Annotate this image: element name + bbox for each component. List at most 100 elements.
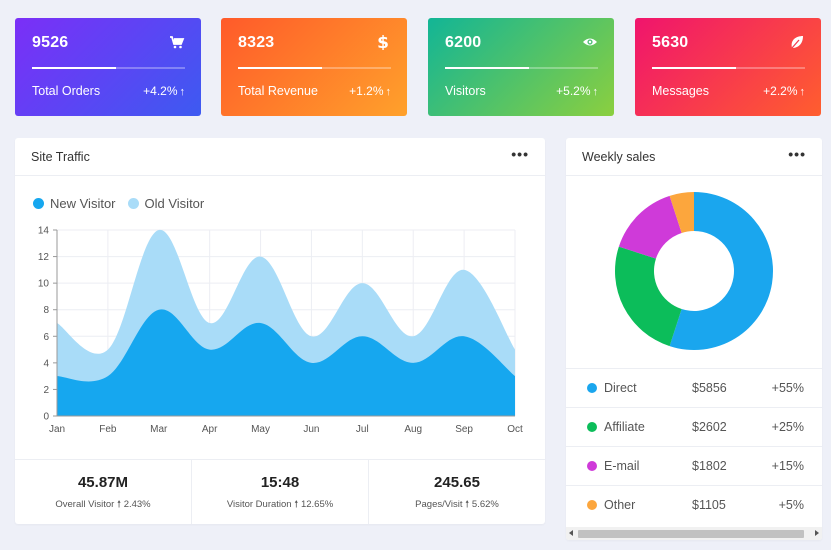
stat-caption: Visitor Duration 🠕 12.65%	[192, 497, 368, 513]
x-tick-label: Oct	[507, 424, 523, 435]
more-dots-icon[interactable]: •••	[788, 146, 806, 162]
leaf-icon	[789, 34, 805, 50]
stat-card-value: 8323	[238, 34, 275, 51]
weekly-sales-list: Direct $5856 +55% Affiliate $2602 +25% E-mail $…	[566, 368, 822, 524]
site-traffic-panel: Site Traffic ••• New Visitor Old Visitor…	[15, 138, 545, 524]
arrow-up-icon: ↑	[385, 86, 392, 98]
stat-value: 15:48	[260, 474, 300, 491]
stat-card-progress-fill	[32, 67, 117, 69]
donut-slice-direct[interactable]	[669, 192, 773, 350]
stat-card-messages: 5630 Messages +2.2% ↑	[635, 18, 821, 116]
svg-text:$: $	[377, 34, 389, 50]
stat-card-progress-fill	[238, 67, 323, 69]
x-tick-label: Feb	[99, 424, 117, 435]
scroll-right-icon[interactable]	[815, 530, 819, 536]
stat-card-progress	[32, 67, 185, 69]
sales-percent: +25%	[771, 420, 804, 434]
stat-label: Visitor Duration	[226, 499, 292, 510]
arrow-up-icon: ↑	[799, 86, 806, 98]
weekly-sales-title: Weekly sales	[582, 150, 656, 164]
sales-amount: $5856	[692, 381, 727, 395]
sales-color-dot	[587, 461, 597, 471]
sales-amount: $1105	[692, 498, 726, 512]
arrow-up-icon: ↑	[179, 86, 186, 98]
scroll-left-icon[interactable]	[569, 530, 573, 536]
arrow-up-icon: ↑	[592, 86, 599, 98]
stat-overall-visitor: 45.87M Overall Visitor 🠕 2.43%	[15, 460, 192, 524]
y-tick-label: 8	[43, 305, 49, 316]
site-traffic-header: Site Traffic •••	[15, 138, 545, 176]
stat-card-total-revenue: 8323 $ Total Revenue +1.2% ↑	[221, 18, 407, 116]
stat-card-label: Total Orders	[32, 84, 101, 98]
y-tick-label: 4	[43, 358, 49, 369]
area-series-new-visitor	[57, 309, 515, 416]
sales-channel-name: Other	[604, 498, 636, 512]
x-tick-label: May	[251, 424, 270, 435]
legend-label: Old Visitor	[144, 196, 205, 211]
stat-value: 45.87M	[77, 474, 129, 491]
horizontal-scrollbar[interactable]	[566, 527, 822, 540]
x-tick-label: Sep	[455, 424, 473, 435]
traffic-area-chart: 0 2 4 6 8 10 12 14 Jan Feb Mar Apr May Jun Jul Aug Sep Oc…	[38, 226, 523, 436]
sales-percent: +55%	[771, 381, 804, 395]
x-tick-label: Mar	[150, 424, 168, 435]
x-tick-label: Jun	[303, 424, 319, 435]
sales-amount: $2602	[692, 420, 727, 434]
sales-color-dot	[587, 500, 597, 510]
y-tick-label: 14	[38, 226, 50, 237]
traffic-footer-stats: 45.87M Overall Visitor 🠕 2.43% 15:48 Vis…	[15, 459, 545, 524]
sales-color-dot	[587, 383, 597, 393]
sales-channel-name: Affiliate	[604, 420, 645, 434]
stat-card-change: +5.2% ↑	[556, 84, 598, 98]
x-tick-label: Jul	[356, 424, 369, 435]
stat-card-progress	[445, 67, 598, 69]
stat-card-value: 9526	[32, 34, 69, 51]
stat-visitor-duration: 15:48 Visitor Duration 🠕 12.65%	[192, 460, 369, 524]
stat-label: Pages/Visit	[415, 499, 463, 510]
stat-card-value: 5630	[652, 34, 689, 51]
stat-change: 2.43%	[123, 499, 151, 510]
donut-slice-other[interactable]	[669, 192, 694, 233]
cart-icon	[169, 34, 185, 50]
stat-card-label: Visitors	[445, 84, 486, 98]
stat-card-label: Messages	[652, 84, 709, 98]
stat-change: 12.65%	[300, 499, 334, 510]
scrollbar-thumb[interactable]	[578, 530, 804, 538]
stat-change: 5.62%	[471, 499, 499, 510]
donut-slice-affiliate[interactable]	[615, 246, 682, 347]
sales-row-direct: Direct $5856 +55%	[566, 368, 822, 407]
stat-card-progress	[652, 67, 805, 69]
legend-new-visitor[interactable]: New Visitor	[33, 196, 116, 211]
x-tick-label: Apr	[202, 424, 218, 435]
x-tick-label: Jan	[49, 424, 65, 435]
more-dots-icon[interactable]: •••	[511, 146, 529, 162]
stat-card-visitors: 6200 Visitors +5.2% ↑	[428, 18, 614, 116]
stat-card-total-orders: 9526 Total Orders +4.2% ↑	[15, 18, 201, 116]
stat-card-progress	[238, 67, 391, 69]
site-traffic-title: Site Traffic	[31, 150, 90, 164]
arrow-up-icon: 🠕	[116, 499, 122, 510]
stat-caption: Pages/Visit 🠕 5.62%	[369, 497, 545, 513]
y-tick-label: 0	[43, 412, 49, 423]
weekly-sales-donut-chart	[615, 192, 773, 350]
stat-card-change: +4.2% ↑	[143, 84, 185, 98]
stat-card-change: +1.2% ↑	[349, 84, 391, 98]
weekly-sales-panel: Weekly sales ••• Direct $5856 +55% Affiliat…	[566, 138, 822, 540]
stat-card-progress-fill	[445, 67, 530, 69]
sales-row-affiliate: Affiliate $2602 +25%	[566, 407, 822, 446]
arrow-up-icon: 🠕	[465, 499, 470, 510]
sales-percent: +5%	[778, 498, 804, 512]
sales-row-email: E-mail $1802 +15%	[566, 446, 822, 485]
arrow-up-icon: 🠕	[294, 499, 299, 510]
y-tick-label: 6	[43, 332, 49, 343]
sales-color-dot	[587, 422, 597, 432]
legend-dot	[33, 198, 44, 209]
stat-card-progress-fill	[652, 67, 737, 69]
legend-old-visitor[interactable]: Old Visitor	[127, 196, 205, 211]
stat-caption: Overall Visitor 🠕 2.43%	[15, 497, 191, 513]
legend-dot	[127, 198, 139, 209]
sales-amount: $1802	[692, 459, 727, 473]
y-tick-label: 10	[38, 279, 50, 290]
stat-card-change: +2.2% ↑	[763, 84, 805, 98]
donut-slice-email[interactable]	[618, 195, 682, 259]
